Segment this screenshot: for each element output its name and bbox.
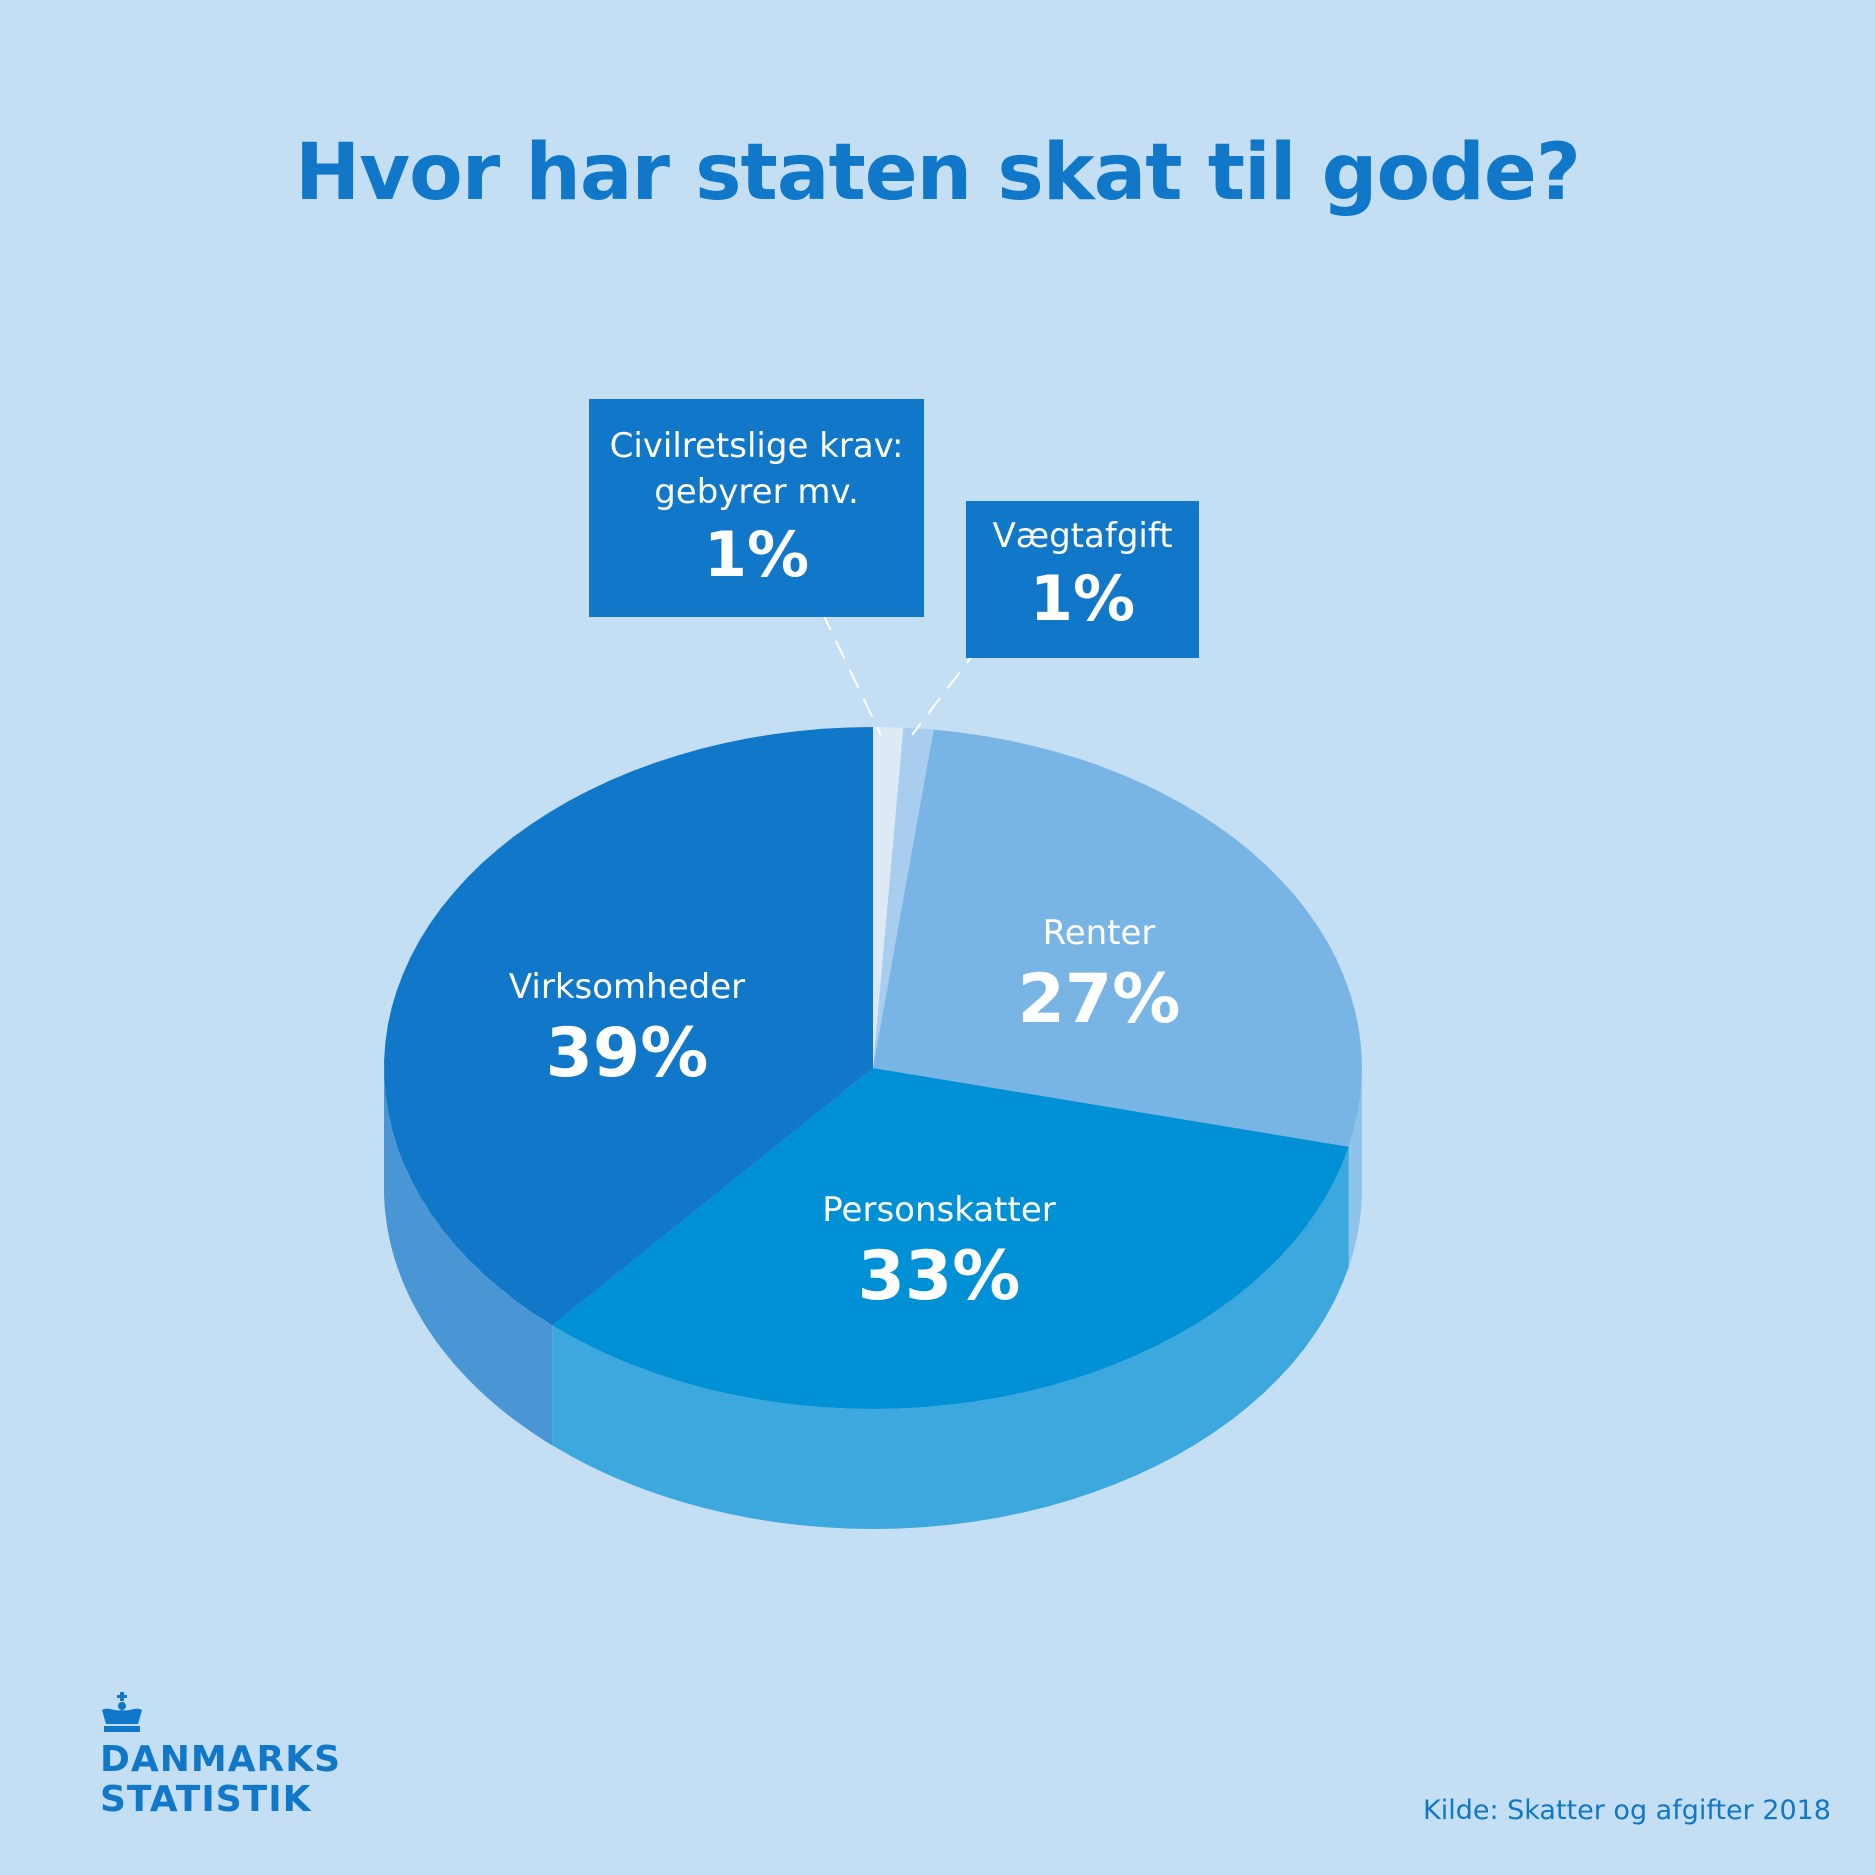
- slice-value-virksomheder: 39%: [545, 1014, 709, 1093]
- leader-lines: [821, 611, 980, 736]
- slice-value-personskatter: 33%: [857, 1237, 1021, 1316]
- slice-name-personskatter: Personskatter: [822, 1190, 1056, 1230]
- pie-slice-renter: [873, 729, 1362, 1147]
- callout-vaegt-value: 1%: [1029, 562, 1136, 635]
- pie-side-virksomheder: [384, 1068, 553, 1446]
- pie-slice-civilretslige-krav-gebyrer-mv: [873, 727, 904, 1068]
- chart-title: Hvor har staten skat til gode?: [294, 128, 1581, 218]
- danmarks-statistik-logo: DANMARKS STATISTIK: [100, 1692, 341, 1820]
- callout-civil-label-line2: gebyrer mv.: [654, 472, 859, 512]
- logo-text: DANMARKS STATISTIK: [100, 1739, 342, 1820]
- pie-tops: [384, 727, 1362, 1409]
- source-note: Kilde: Skatter og afgifter 2018: [1422, 1795, 1831, 1826]
- pie-slice-v-gtafgift: [873, 727, 934, 1068]
- callout-civil-value: 1%: [703, 518, 810, 591]
- callout-vaegtafgift: Vægtafgift 1%: [966, 501, 1199, 658]
- slice-name-virksomheder: Virksomheder: [508, 967, 746, 1007]
- callout-civil-label-line1: Civilretslige krav:: [609, 426, 904, 466]
- slice-value-renter: 27%: [1017, 960, 1181, 1039]
- pie-slice-virksomheder: [384, 727, 873, 1326]
- pie-slice-personskatter: [552, 1068, 1349, 1409]
- pie-side-renter: [1348, 1068, 1362, 1267]
- slice-name-renter: Renter: [1042, 913, 1156, 953]
- slice-label-virksomheder: Virksomheder 39%: [467, 965, 787, 1099]
- leader-line-vaegt: [911, 646, 980, 736]
- callout-vaegt-label: Vægtafgift: [992, 516, 1173, 556]
- pie-sides: [384, 1068, 1362, 1529]
- pie-side-personskatter: [552, 1146, 1349, 1529]
- slice-label-renter: Renter 27%: [939, 911, 1259, 1045]
- leader-line-civil: [821, 611, 882, 736]
- callout-civilretslige-krav: Civilretslige krav: gebyrer mv. 1%: [589, 399, 924, 617]
- crown-icon: [102, 1692, 142, 1732]
- slice-label-personskatter: Personskatter 33%: [779, 1188, 1099, 1322]
